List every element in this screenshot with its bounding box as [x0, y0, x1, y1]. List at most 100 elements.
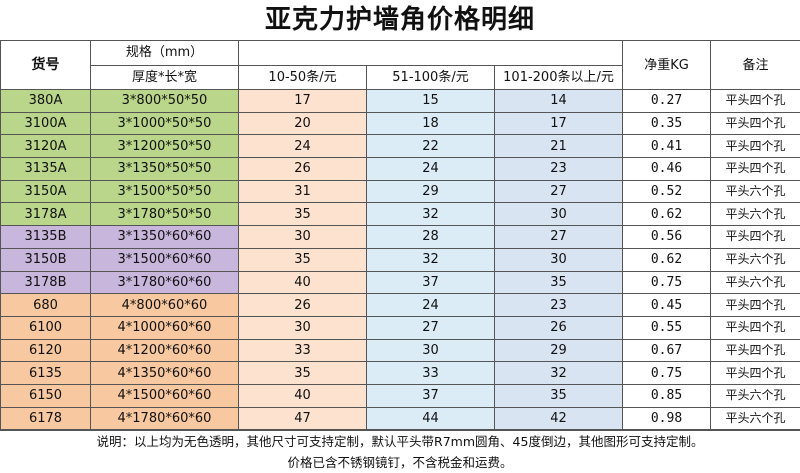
price-51-100-cell: 24 — [366, 293, 495, 317]
price-101-200-cell: 21 — [493, 134, 624, 159]
weight-cell: 0.85 — [622, 383, 712, 408]
price-10-50-cell: 40 — [238, 383, 367, 408]
table-row: 3150A 3*1500*50*50 31 29 27 0.52 平头六个孔 — [0, 179, 800, 204]
remark-cell: 平头六个孔 — [710, 202, 800, 227]
price-101-200-cell: 35 — [493, 383, 624, 408]
page-title: 亚克力护墙角价格明细 — [264, 5, 535, 35]
price-101-200-cell: 26 — [493, 315, 624, 340]
table-row: 3150B 3*1500*60*60 35 32 30 0.62 平头六个孔 — [0, 247, 800, 272]
sku-cell: 6135 — [0, 361, 91, 385]
remark-cell: 平头六个孔 — [710, 406, 800, 431]
price-101-200-cell: 17 — [493, 111, 624, 136]
price-51-100-cell: 32 — [366, 202, 495, 227]
remark-cell: 平头四个孔 — [710, 338, 800, 363]
price-10-50-cell: 35 — [238, 202, 367, 227]
remark-cell: 平头六个孔 — [710, 270, 800, 295]
price-101-200-cell: 27 — [493, 179, 624, 204]
table-row: 6135 4*1350*60*60 35 33 32 0.75 平头四个孔 — [0, 361, 800, 385]
price-51-100-cell: 18 — [366, 111, 495, 136]
sku-cell: 6178 — [0, 406, 91, 431]
sku-cell: 3120A — [0, 134, 91, 159]
price-table: 货号 规格（mm） 净重KG 备注 厚度*长*宽 10-50条/元 51-100… — [0, 40, 800, 431]
spec-cell: 4*1350*60*60 — [90, 361, 239, 385]
table-row: 3135B 3*1350*60*60 30 28 27 0.56 平头四个孔 — [0, 225, 800, 249]
sku-cell: 3135B — [0, 225, 91, 249]
weight-cell: 0.27 — [622, 89, 712, 113]
spec-cell: 3*1780*60*60 — [90, 270, 239, 295]
sku-cell: 6150 — [0, 383, 91, 408]
footer-notes: 说明：以上均为无色透明，其他尺寸可支持定制，默认平头带R7mm圆角、45度倒边，… — [0, 430, 800, 473]
spec-cell: 3*1200*50*50 — [90, 134, 239, 159]
weight-cell: 0.56 — [622, 225, 712, 249]
table-row: 6150 4*1500*60*60 40 37 35 0.85 平头六个孔 — [0, 383, 800, 408]
table-row: 3135A 3*1350*50*50 26 24 23 0.46 平头四个孔 — [0, 157, 800, 181]
sku-cell: 3178A — [0, 202, 91, 227]
price-51-100-cell: 29 — [366, 179, 495, 204]
price-51-100-cell: 37 — [366, 270, 495, 295]
price-101-200-cell: 30 — [493, 247, 624, 272]
remark-cell: 平头四个孔 — [710, 134, 800, 159]
weight-cell: 0.62 — [622, 247, 712, 272]
sku-cell: 3150A — [0, 179, 91, 204]
price-10-50-cell: 26 — [238, 293, 367, 317]
header-price-101-200: 101-200条以上/元 — [493, 64, 624, 90]
spec-cell: 3*1780*50*50 — [90, 202, 239, 227]
price-101-200-cell: 23 — [493, 293, 624, 317]
spec-cell: 3*800*50*50 — [90, 89, 239, 113]
header-spec: 规格（mm） — [90, 40, 239, 66]
price-51-100-cell: 24 — [366, 157, 495, 181]
weight-cell: 0.75 — [622, 270, 712, 295]
price-51-100-cell: 33 — [366, 361, 495, 385]
price-101-200-cell: 35 — [493, 270, 624, 295]
header-spec-sub: 厚度*长*宽 — [90, 64, 239, 90]
weight-cell: 0.75 — [622, 361, 712, 385]
table-row: 3100A 3*1000*50*50 20 18 17 0.35 平头四个孔 — [0, 111, 800, 136]
weight-cell: 0.45 — [622, 293, 712, 317]
table-row: 6100 4*1000*60*60 30 27 26 0.55 平头四个孔 — [0, 315, 800, 340]
price-10-50-cell: 40 — [238, 270, 367, 295]
price-101-200-cell: 32 — [493, 361, 624, 385]
spec-cell: 4*1000*60*60 — [90, 315, 239, 340]
price-101-200-cell: 29 — [493, 338, 624, 363]
remark-cell: 平头四个孔 — [710, 315, 800, 340]
weight-cell: 0.35 — [622, 111, 712, 136]
spec-cell: 4*1780*60*60 — [90, 406, 239, 431]
weight-cell: 0.52 — [622, 179, 712, 204]
weight-cell: 0.67 — [622, 338, 712, 363]
remark-cell: 平头四个孔 — [710, 361, 800, 385]
header-price-10-50: 10-50条/元 — [238, 64, 367, 90]
price-51-100-cell: 27 — [366, 315, 495, 340]
sku-cell: 3100A — [0, 111, 91, 136]
sku-cell: 680 — [0, 293, 91, 317]
remark-cell: 平头四个孔 — [710, 225, 800, 249]
remark-cell: 平头六个孔 — [710, 179, 800, 204]
price-10-50-cell: 33 — [238, 338, 367, 363]
table-row: 680 4*800*60*60 26 24 23 0.45 平头四个孔 — [0, 293, 800, 317]
spec-cell: 3*1500*50*50 — [90, 179, 239, 204]
sku-cell: 6100 — [0, 315, 91, 340]
price-51-100-cell: 32 — [366, 247, 495, 272]
price-10-50-cell: 20 — [238, 111, 367, 136]
remark-cell: 平头四个孔 — [710, 111, 800, 136]
spec-cell: 3*1000*50*50 — [90, 111, 239, 136]
sku-cell: 3178B — [0, 270, 91, 295]
weight-cell: 0.55 — [622, 315, 712, 340]
header-price-group — [237, 40, 624, 66]
weight-cell: 0.46 — [622, 157, 712, 181]
header-remark: 备注 — [710, 40, 800, 90]
footer-note-1: 说明：以上均为无色透明，其他尺寸可支持定制，默认平头带R7mm圆角、45度倒边，… — [96, 434, 704, 450]
table-row: 3178A 3*1780*50*50 35 32 30 0.62 平头六个孔 — [0, 202, 800, 227]
spec-cell: 3*1350*60*60 — [90, 225, 239, 249]
price-51-100-cell: 15 — [366, 89, 495, 113]
remark-cell: 平头四个孔 — [710, 293, 800, 317]
price-101-200-cell: 23 — [493, 157, 624, 181]
spec-cell: 4*1500*60*60 — [90, 383, 239, 408]
table-row: 3178B 3*1780*60*60 40 37 35 0.75 平头六个孔 — [0, 270, 800, 295]
price-10-50-cell: 35 — [238, 247, 367, 272]
table-row: 380A 3*800*50*50 17 15 14 0.27 平头四个孔 — [0, 89, 800, 113]
price-10-50-cell: 35 — [238, 361, 367, 385]
price-51-100-cell: 22 — [366, 134, 495, 159]
price-51-100-cell: 37 — [366, 383, 495, 408]
spec-cell: 3*1350*50*50 — [90, 157, 239, 181]
